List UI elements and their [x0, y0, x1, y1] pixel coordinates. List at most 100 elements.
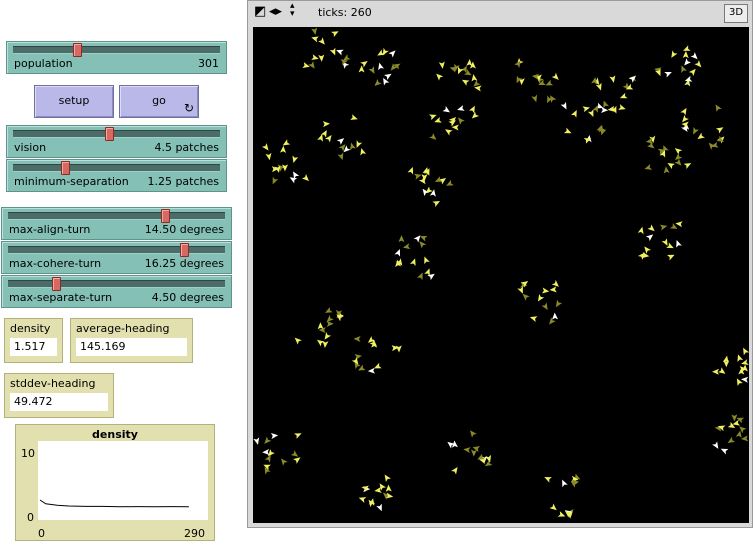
world-view[interactable] [253, 27, 750, 523]
turtle [425, 186, 433, 194]
turtle [732, 419, 741, 426]
turtle [438, 178, 447, 185]
speed-icon[interactable]: ◩ [254, 4, 267, 19]
turtle [741, 359, 749, 366]
turtle [659, 224, 668, 231]
turtle [367, 336, 376, 343]
turtle [667, 254, 675, 261]
turtle [562, 479, 568, 488]
turtle [353, 336, 361, 343]
slider-value: 16.25 degrees [144, 257, 224, 270]
turtle [741, 435, 749, 442]
turtle [541, 302, 548, 310]
turtle [432, 201, 441, 207]
arrows-horizontal-icon[interactable]: ◂▸ [269, 4, 283, 19]
turtle [720, 448, 729, 455]
turtle [596, 124, 605, 131]
minimum-separation-slider[interactable]: minimum-separation 1.25 patches [6, 159, 227, 192]
turtle [264, 436, 272, 444]
turtle [293, 457, 301, 464]
turtle [478, 458, 487, 464]
turtle [374, 362, 382, 369]
turtle [270, 433, 279, 439]
slider-track[interactable] [13, 46, 220, 54]
turtle [538, 79, 546, 85]
world-view-frame: ◩ ◂▸ ▴ ▾ ticks: 260 3D [247, 0, 753, 528]
turtle [326, 320, 334, 327]
slider-label: max-cohere-turn [9, 257, 102, 270]
turtle [424, 268, 430, 276]
turtle [564, 510, 573, 518]
arrows-vertical-icon[interactable]: ▴ ▾ [290, 1, 295, 19]
turtle [436, 73, 444, 81]
turtle [360, 147, 367, 156]
forever-loop-icon: ↻ [183, 101, 194, 115]
turtle [688, 68, 696, 77]
turtle [619, 92, 628, 99]
turtle [697, 132, 705, 140]
max-separate-turn-slider[interactable]: max-separate-turn 4.50 degrees [1, 275, 232, 308]
turtle [294, 337, 302, 345]
turtle [684, 75, 693, 82]
turtle [471, 74, 478, 82]
turtle [736, 378, 743, 386]
turtle [390, 63, 398, 71]
turtle [356, 140, 363, 148]
slider-knob[interactable] [161, 209, 170, 223]
population-slider[interactable]: population 301 [6, 41, 227, 74]
max-cohere-turn-slider[interactable]: max-cohere-turn 16.25 degrees [1, 241, 232, 274]
max-align-turn-slider[interactable]: max-align-turn 14.50 degrees [1, 207, 232, 240]
turtle [647, 141, 655, 149]
turtle [324, 332, 332, 340]
slider-knob[interactable] [105, 127, 114, 141]
slider-knob[interactable] [180, 243, 189, 257]
turtle [290, 450, 299, 457]
slider-knob[interactable] [73, 43, 82, 57]
3d-view-button[interactable]: 3D [724, 4, 748, 23]
slider-label: max-align-turn [9, 223, 91, 236]
turtle [280, 145, 287, 153]
turtle [263, 464, 271, 471]
slider-label: population [14, 57, 73, 70]
monitor-value: 1.517 [10, 338, 57, 356]
turtle [708, 142, 716, 150]
turtle [272, 176, 279, 185]
turtle [301, 174, 309, 182]
turtle [271, 166, 279, 173]
turtle [684, 58, 692, 66]
turtle [647, 224, 655, 232]
turtle [743, 347, 750, 356]
turtle [421, 174, 428, 182]
turtle [637, 252, 645, 260]
slider-track[interactable] [8, 280, 225, 288]
turtle [472, 446, 481, 452]
vision-slider[interactable]: vision 4.5 patches [6, 125, 227, 158]
turtle [531, 74, 540, 80]
turtle [413, 235, 421, 243]
turtle [550, 95, 557, 103]
density-monitor: density 1.517 [4, 318, 63, 363]
slider-track[interactable] [13, 130, 220, 138]
turtle [466, 59, 473, 67]
turtle [419, 235, 428, 242]
turtle [683, 163, 692, 170]
turtle [395, 259, 402, 268]
turtle [644, 246, 652, 254]
slider-track[interactable] [8, 212, 225, 220]
slider-track[interactable] [8, 246, 225, 254]
turtle [735, 430, 742, 438]
turtle [289, 177, 298, 184]
turtle [485, 454, 492, 463]
turtle [637, 226, 644, 235]
turtle [547, 95, 553, 104]
turtle [336, 314, 344, 322]
slider-knob[interactable] [61, 161, 70, 175]
go-button[interactable]: go ↻ [119, 85, 199, 118]
turtle [292, 171, 300, 179]
slider-knob[interactable] [52, 277, 61, 291]
setup-button[interactable]: setup [34, 85, 114, 118]
turtle [628, 75, 636, 83]
slider-track[interactable] [13, 164, 220, 172]
turtle [551, 72, 559, 80]
turtle [458, 66, 464, 75]
